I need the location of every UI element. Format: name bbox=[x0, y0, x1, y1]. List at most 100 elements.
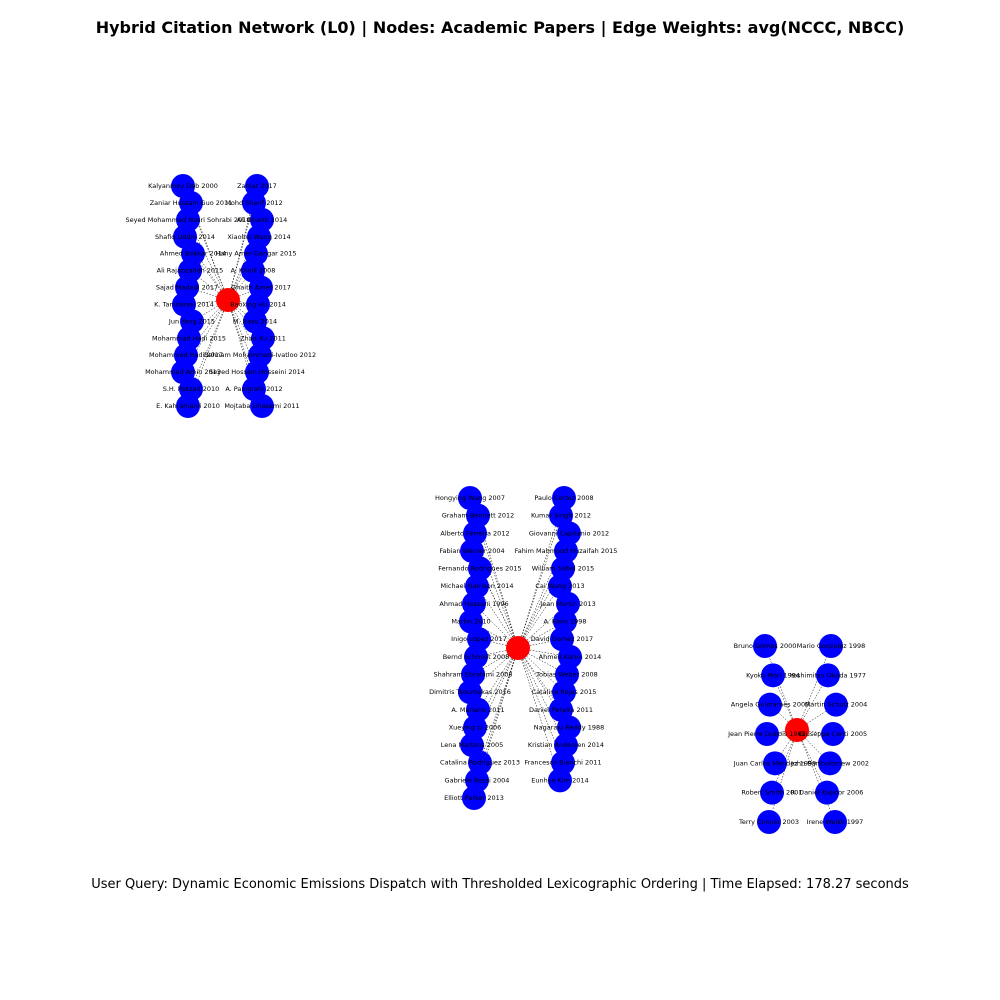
paper-label: Behnam Mohammadi-Ivatloo 2012 bbox=[204, 351, 316, 359]
paper-label: K. Tamilarasi 2014 bbox=[154, 300, 214, 308]
paper-label: Mohammad Hadi 2017 bbox=[149, 351, 223, 359]
paper-label: A. Mariano 2011 bbox=[451, 706, 504, 714]
paper-label: Eunhye Kim 2014 bbox=[531, 776, 588, 784]
paper-node bbox=[466, 697, 490, 722]
paper-label: Bruno Gomes 2000 bbox=[734, 642, 797, 650]
paper-node bbox=[463, 715, 487, 740]
paper-label: Ali Rajabzadeh 2015 bbox=[157, 267, 224, 275]
paper-label: Mohammad Amin 2013 bbox=[145, 368, 221, 376]
paper-label: Catalina Rodriguez 2013 bbox=[440, 759, 520, 767]
paper-label: Elliott Parker 2013 bbox=[444, 794, 504, 802]
paper-node bbox=[462, 786, 486, 810]
paper-label: Shahram Ebrahimi 2008 bbox=[434, 670, 513, 678]
citation-edge bbox=[477, 647, 519, 710]
paper-label: Mohammad Hadi 2015 bbox=[152, 334, 226, 342]
paper-node bbox=[757, 810, 781, 834]
paper-label: Lena Martens 2005 bbox=[441, 741, 504, 749]
paper-label: Graham Bennett 2012 bbox=[442, 512, 515, 520]
paper-label: Xueying Li 2006 bbox=[449, 723, 502, 731]
paper-label: Giovanni Capitanio 2012 bbox=[529, 529, 609, 537]
paper-node bbox=[557, 521, 581, 546]
paper-node bbox=[468, 556, 492, 581]
paper-label: Francesco Bianchi 2011 bbox=[524, 759, 601, 767]
paper-label: Kumar Singh 2012 bbox=[531, 512, 591, 520]
paper-label: Mojtaba Ghasemi 2011 bbox=[224, 402, 299, 410]
paper-label: Dimitris Tsoumakas 2016 bbox=[429, 688, 511, 696]
paper-node bbox=[556, 591, 580, 616]
paper-label: Kalyanmoy Deb 2000 bbox=[148, 182, 218, 190]
citation-edge bbox=[190, 202, 229, 301]
paper-node bbox=[753, 634, 777, 658]
paper-node bbox=[250, 394, 274, 418]
paper-label: Ali Gharib 2014 bbox=[237, 216, 287, 224]
paper-label: Nagaraju Reddy 1988 bbox=[534, 723, 605, 731]
paper-node bbox=[461, 662, 485, 687]
query-footer: User Query: Dynamic Economic Emissions D… bbox=[91, 877, 909, 892]
paper-label: Jun Yang 2015 bbox=[168, 317, 215, 325]
paper-node bbox=[548, 768, 572, 793]
citation-edge bbox=[227, 299, 263, 407]
citation-edge bbox=[227, 299, 255, 390]
paper-label: Tobias Weber 2008 bbox=[535, 670, 598, 678]
paper-label: Mario Gonzalez 1998 bbox=[797, 642, 865, 650]
citation-edge bbox=[517, 647, 562, 710]
edge-layer bbox=[182, 185, 837, 823]
paper-label: M. Basu 2014 bbox=[233, 317, 277, 325]
paper-label: Robert Smith 2001 bbox=[741, 789, 802, 797]
paper-node bbox=[466, 503, 490, 528]
citation-edge bbox=[517, 515, 562, 649]
paper-node bbox=[758, 692, 782, 717]
paper-label: E. Kahramanli 2010 bbox=[156, 402, 220, 410]
paper-node bbox=[463, 521, 487, 546]
query-hub-node bbox=[785, 718, 809, 742]
paper-label: Irene Walsh 1997 bbox=[807, 818, 864, 826]
paper-node bbox=[818, 751, 842, 776]
paper-label: Martin 2010 bbox=[451, 618, 490, 626]
paper-node bbox=[763, 751, 787, 776]
paper-label: Baoxing Hu 2014 bbox=[230, 300, 286, 308]
paper-label: Xiaohui Wang 2014 bbox=[227, 233, 290, 241]
paper-node bbox=[819, 634, 843, 658]
paper-node bbox=[467, 627, 491, 652]
paper-label: S.H. Pakzad 2010 bbox=[163, 385, 220, 393]
paper-label: Kyoko Mori 1994 bbox=[746, 671, 800, 679]
paper-label: Alberto Ferreira 2012 bbox=[440, 529, 509, 537]
paper-label: A. Klein 1998 bbox=[543, 618, 586, 626]
citation-edge bbox=[182, 299, 229, 373]
paper-label: Jean Martin 2013 bbox=[539, 600, 595, 608]
paper-label: Shafiq Uddin 2014 bbox=[155, 233, 215, 241]
paper-label: Hongying Wang 2007 bbox=[435, 494, 505, 502]
paper-node bbox=[555, 662, 579, 687]
paper-label: Zhao Xu 2011 bbox=[240, 334, 286, 342]
paper-label: Fernando Rodrigues 2015 bbox=[438, 565, 521, 573]
paper-node bbox=[557, 715, 581, 740]
paper-node bbox=[465, 574, 489, 599]
paper-node bbox=[551, 556, 575, 581]
paper-label: Jean Pierre Dubois 1981 bbox=[727, 730, 806, 738]
paper-label: Yoshimitsu Okada 1977 bbox=[789, 671, 866, 679]
citation-edge bbox=[517, 497, 565, 649]
paper-node bbox=[816, 663, 840, 688]
paper-label: Fabian Werner 2004 bbox=[439, 547, 504, 555]
paper-label: Seyed Mohammad Nasri Sohrabi 2018 bbox=[126, 216, 251, 224]
query-hub-node bbox=[506, 636, 530, 660]
paper-node bbox=[755, 722, 779, 746]
paper-node bbox=[821, 722, 845, 746]
citation-edge bbox=[479, 647, 519, 763]
paper-label: Ghaith Amer 2017 bbox=[231, 284, 291, 292]
paper-label: A. Panigrahi 2012 bbox=[225, 385, 282, 393]
paper-node bbox=[761, 663, 785, 688]
paper-node bbox=[554, 538, 578, 563]
paper-node bbox=[176, 394, 200, 418]
paper-label: Daniel Pereira 2011 bbox=[529, 706, 593, 714]
citation-edge bbox=[469, 497, 519, 649]
paper-label: David Gomez 2017 bbox=[531, 635, 593, 643]
citation-edge bbox=[190, 299, 229, 390]
paper-node bbox=[553, 609, 577, 634]
paper-label: Paulo Cortez 2008 bbox=[534, 494, 593, 502]
citation-edge bbox=[517, 603, 569, 649]
paper-label: Ahmed Karim 2014 bbox=[539, 653, 602, 661]
paper-label: Fahim Mahmood Huzaifah 2015 bbox=[515, 547, 618, 555]
citation-edge bbox=[764, 645, 798, 731]
